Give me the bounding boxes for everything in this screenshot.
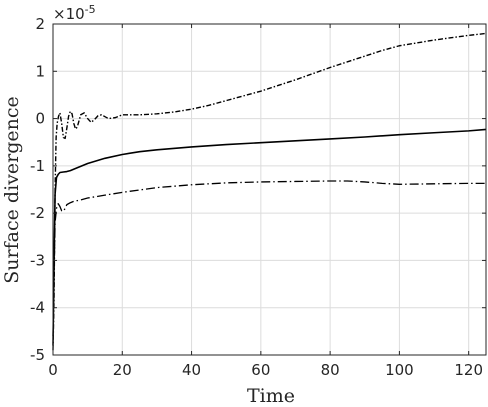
tick-labels: 0 20 40 60 80 100 120 -5 -4 -3 -2 -1 0 1 2 xyxy=(30,15,483,379)
y-tick-label: 1 xyxy=(35,62,45,80)
y-tick-label: 0 xyxy=(35,110,45,128)
y-tick-label: -2 xyxy=(30,204,45,222)
y-tick-label: -4 xyxy=(30,299,45,317)
x-tick-label: 80 xyxy=(321,361,340,379)
y-tick-label: 2 xyxy=(35,15,45,33)
x-tick-label: 20 xyxy=(113,361,132,379)
x-tick-label: 60 xyxy=(251,361,270,379)
x-axis-title: Time xyxy=(247,385,295,407)
series-layer xyxy=(52,32,487,351)
x-tick-label: 100 xyxy=(385,361,414,379)
y-axis-title: Surface divergence xyxy=(1,96,23,283)
axis-ticks xyxy=(52,23,486,356)
y-tick-label: -1 xyxy=(30,157,45,175)
y-exponent-power: -5 xyxy=(85,3,96,16)
series-line-1 xyxy=(52,32,487,351)
y-exponent-label: ×10-5 xyxy=(53,3,96,23)
y-tick-label: -3 xyxy=(30,251,45,269)
x-tick-label: 40 xyxy=(182,361,201,379)
series-line-3 xyxy=(52,180,486,337)
y-tick-label: -5 xyxy=(30,346,45,364)
plot-frame xyxy=(52,23,487,356)
x-tick-label: 120 xyxy=(454,361,483,379)
y-exponent-base: ×10 xyxy=(53,5,85,23)
series-line-2 xyxy=(52,128,487,346)
grid-lines xyxy=(52,23,486,356)
x-tick-label: 0 xyxy=(48,361,58,379)
